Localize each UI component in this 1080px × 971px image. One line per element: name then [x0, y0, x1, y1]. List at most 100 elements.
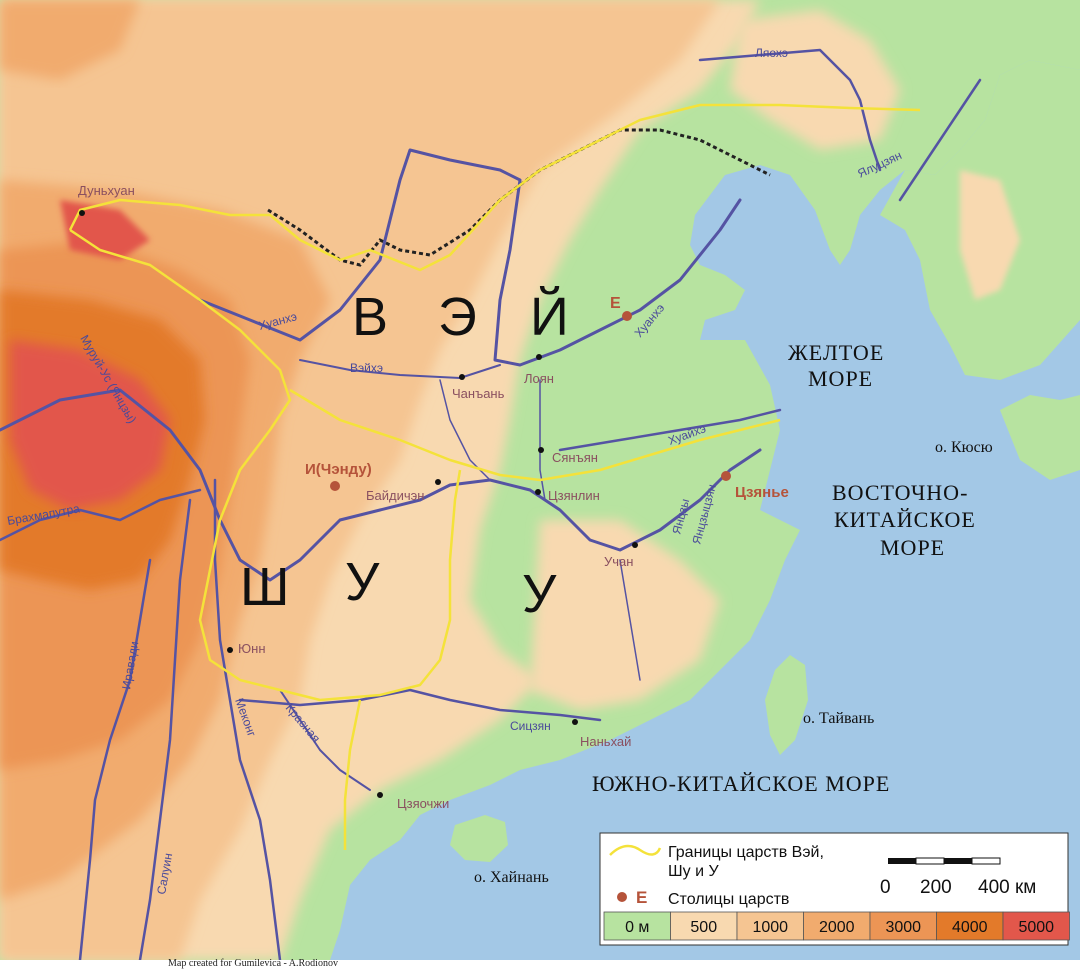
elevation-swatch: [603, 911, 671, 941]
sea-south-line1: ЮЖНО-КИТАЙСКОЕ МОРЕ: [592, 771, 890, 796]
capital-marker-ye: [622, 311, 632, 321]
river-mekong: [213, 478, 282, 960]
river-xijiang: [238, 688, 602, 722]
legend-border-label-1: Границы царств Вэй,: [668, 844, 824, 861]
hainan: [450, 815, 508, 862]
island-hainan: о. Хайнань: [474, 869, 549, 886]
sea-labels: ЖЕЛТОЕ МОРЕ ВОСТОЧНО- КИТАЙСКОЕ МОРЕ ЮЖН…: [592, 340, 976, 796]
river-yangtze: [0, 388, 762, 582]
sea-east-line2: КИТАЙСКОЕ: [834, 507, 976, 532]
legend-capital-label: Столицы царств: [668, 891, 789, 908]
elev-500-south: [530, 520, 720, 710]
elevation-label: 0 м: [625, 919, 649, 936]
kingdom-labels: В Э Й Ш У У: [240, 286, 569, 624]
city-dot: [535, 489, 541, 495]
elevation-swatch: [803, 911, 871, 941]
river-irrawaddy: [78, 558, 152, 960]
elevation-label: 1000: [752, 919, 788, 936]
capitals: Е И(Чэнду) Цзянье: [305, 295, 789, 501]
river-liaohe: [698, 48, 882, 172]
border-wei-west: [69, 228, 462, 702]
city-label: Сянъян: [552, 450, 598, 465]
legend: Границы царств Вэй, Шу и У Е Столицы цар…: [599, 832, 1070, 946]
elevation-label: 2000: [819, 919, 855, 936]
city-label: Цзянлин: [548, 488, 600, 503]
city-dot: [632, 542, 638, 548]
elevation: [0, 0, 1020, 960]
city-dot: [538, 447, 544, 453]
island-kyushu: о. Кюсю: [935, 439, 993, 456]
city-label: Учан: [604, 554, 633, 569]
city-label: Байдичэн: [366, 488, 424, 503]
river-weihe: [299, 359, 501, 379]
city-dot: [459, 374, 465, 380]
kingdom-wei-letter-v: В: [352, 287, 388, 347]
scale-label-400: 400 км: [978, 877, 1036, 898]
sea-yellow-line1: ЖЕЛТОЕ: [788, 340, 884, 365]
legend-capital-dot: [617, 892, 627, 902]
kingdom-wei-letter-y: Й: [530, 286, 569, 347]
elevation-label: 5000: [1018, 919, 1054, 936]
scale-label-200: 200: [920, 877, 952, 898]
border-wei-north: [68, 103, 921, 272]
island-labels: о. Кюсю о. Тайвань о. Хайнань: [474, 439, 993, 886]
border-wei-south: [289, 388, 781, 482]
capital-marker-chengdu: [330, 481, 340, 491]
border-wu-south: [343, 699, 362, 850]
city-label: Чанъань: [452, 386, 505, 401]
elevation-swatch: [1002, 911, 1070, 941]
kingdom-borders: [68, 103, 921, 850]
scale-bar: 0 200 400 км: [880, 857, 1036, 898]
river-huaihe: [558, 408, 782, 452]
elev-500-north: [730, 10, 900, 150]
city-label: Юнн: [238, 641, 266, 656]
kyushu: [1000, 395, 1080, 480]
elev-2000-north: [0, 0, 140, 80]
city-dot: [536, 354, 542, 360]
elevation-label: 500: [690, 919, 717, 936]
elevation-label: 4000: [952, 919, 988, 936]
elevation-label: 3000: [885, 919, 921, 936]
kingdom-wei-letter-e: Э: [438, 287, 477, 347]
river-label: Вэйхэ: [350, 361, 383, 375]
taiwan: [765, 655, 808, 755]
capital-label-ye: Е: [610, 295, 621, 312]
kingdom-wu-letter-u: У: [522, 564, 557, 624]
river-brahmaputra: [0, 488, 202, 542]
elevation-scale: 0 м 500 1000 2000 3000 4000 5000: [603, 911, 1070, 941]
legend-border-swatch: [609, 844, 662, 856]
elevation-swatch: [936, 911, 1004, 941]
sea-east-line1: ВОСТОЧНО-: [832, 480, 968, 505]
sea-east-line3: МОРЕ: [880, 535, 945, 560]
city-label: Цзяочжи: [397, 796, 449, 811]
river-trib-3: [619, 559, 641, 681]
city-label: Дуньхуан: [78, 183, 135, 198]
river-yalu: [898, 78, 982, 202]
city-label: Лоян: [524, 371, 554, 386]
sea-yellow-line2: МОРЕ: [808, 366, 873, 391]
river-label: Ляохэ: [755, 46, 788, 60]
legend-capital-symbol: Е: [636, 888, 647, 907]
river-red: [279, 689, 371, 791]
capital-label-chengdu: И(Чэнду): [305, 461, 372, 478]
city-dot: [377, 792, 383, 798]
scale-label-0: 0: [880, 877, 891, 898]
capital-label-jianye: Цзянье: [735, 484, 789, 501]
elev-500-korea: [960, 170, 1020, 300]
city-dot: [435, 479, 441, 485]
capital-marker-jianye: [721, 471, 731, 481]
kingdom-shu-letter-sh: Ш: [240, 557, 290, 617]
island-taiwan: о. Тайвань: [803, 710, 874, 727]
kingdom-shu-letter-u: У: [345, 552, 380, 612]
city-dot: [572, 719, 578, 725]
city-dot: [79, 210, 85, 216]
cities: Дуньхуан Лоян Чанъань Сянъян Цзянлин Бай…: [78, 183, 638, 811]
map-credit: Map created for Gumilevica - A.Rodionov: [168, 958, 338, 969]
legend-border-label-2: Шу и У: [668, 863, 719, 880]
elev-5000: [10, 340, 170, 510]
city-label: Наньхай: [580, 734, 631, 749]
elevation-swatch: [736, 911, 804, 941]
river-salween: [138, 498, 192, 960]
elevation-swatch: [869, 911, 937, 941]
